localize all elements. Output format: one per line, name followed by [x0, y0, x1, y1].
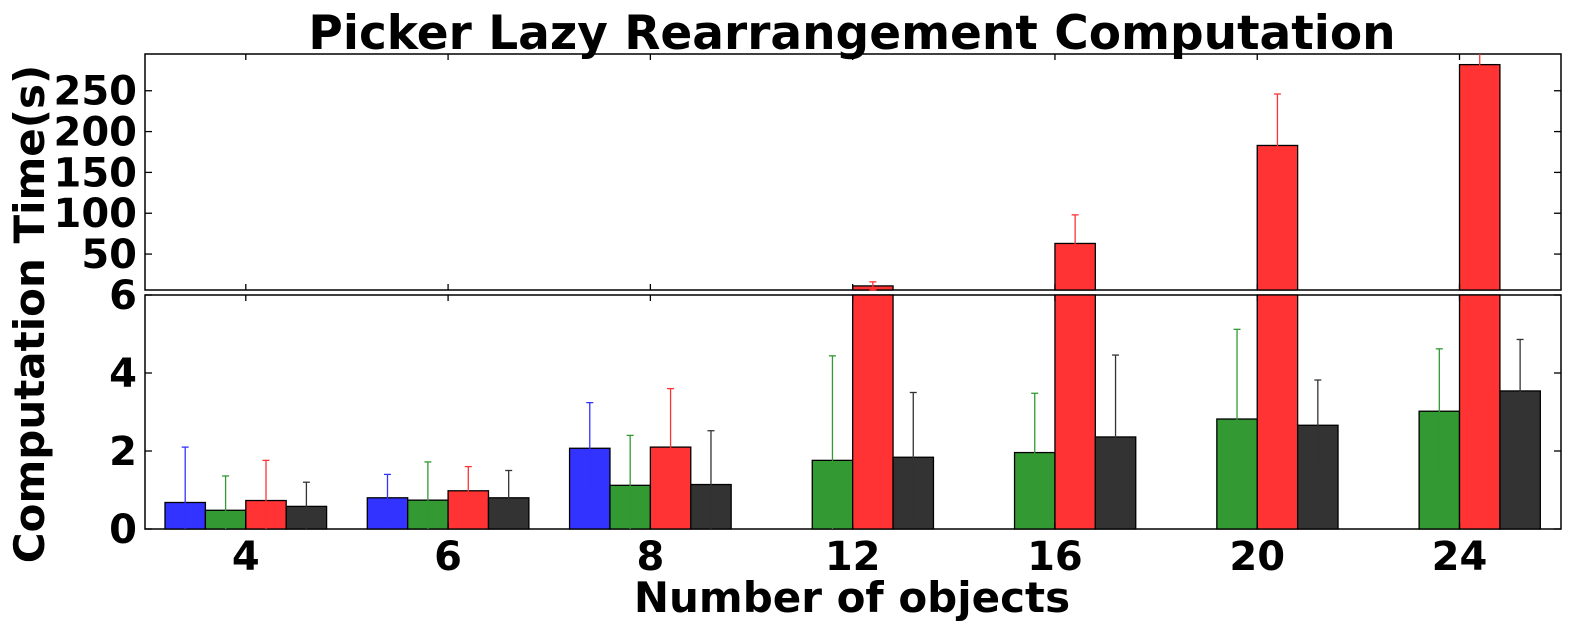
lower-bar-s2-20 [1256, 294, 1299, 530]
x-tick-label-12: 12 [825, 534, 881, 580]
lower-bar-s2-12 [852, 294, 894, 530]
upper-bar-s2-24 [1458, 63, 1501, 291]
lower-y-tick-label-2: 2 [109, 429, 137, 475]
lower-y-tick-label-0: 0 [109, 507, 137, 553]
upper-y-tick-label-200: 200 [54, 110, 138, 156]
x-tick-label-8: 8 [636, 534, 664, 580]
upper-y-tick-label-150: 150 [54, 150, 138, 196]
lower-y-tick-label-4: 4 [109, 351, 137, 397]
lower-y-tick-label-6: 6 [109, 273, 137, 319]
x-tick-label-20: 20 [1229, 534, 1285, 580]
x-tick-label-4: 4 [232, 534, 260, 580]
x-tick-label-16: 16 [1027, 534, 1083, 580]
upper-panel-frame [144, 53, 1562, 291]
lower-bar-s2-16 [1054, 294, 1096, 530]
upper-y-tick-label-50: 50 [81, 232, 137, 278]
upper-y-tick-label-100: 100 [54, 191, 138, 237]
x-tick-label-24: 24 [1432, 534, 1488, 580]
lower-bar-s2-24 [1458, 294, 1501, 530]
chart-title: Picker Lazy Rearrangement Computation [308, 6, 1395, 61]
x-axis-label: Number of objects [634, 573, 1070, 622]
x-tick-label-6: 6 [434, 534, 462, 580]
upper-y-tick-label-250: 250 [54, 69, 138, 115]
y-axis-label: Computation Time(s) [5, 65, 54, 563]
